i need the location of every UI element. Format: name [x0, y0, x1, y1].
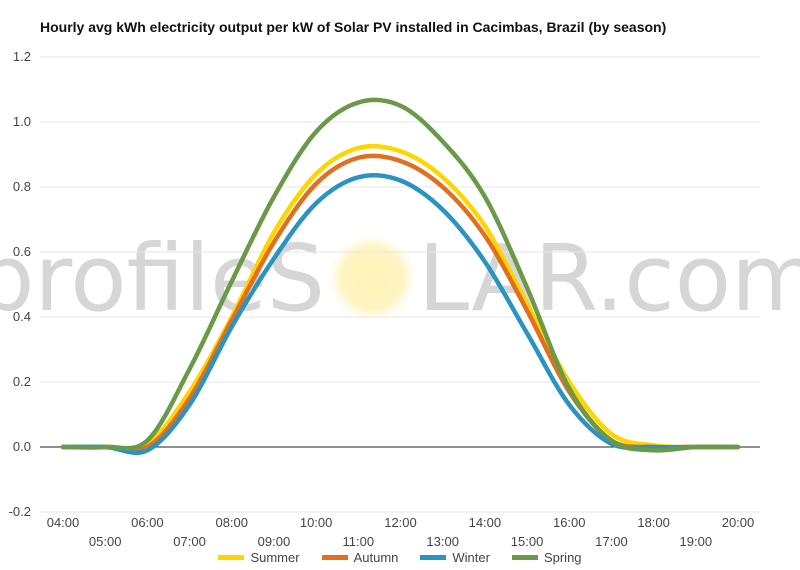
y-tick-label: 0.6: [13, 244, 31, 259]
y-tick-label: 1.0: [13, 114, 31, 129]
x-tick-label: 08:00: [215, 515, 248, 530]
legend-label: Autumn: [353, 550, 399, 565]
y-tick-label: 0.4: [13, 309, 31, 324]
series-line-spring: [60, 97, 741, 453]
x-tick-label: 11:00: [343, 534, 375, 549]
legend-item-autumn: Autumn: [321, 550, 399, 565]
x-tick-label: 09:00: [258, 534, 291, 549]
legend-item-summer: Summer: [218, 550, 300, 565]
y-tick-label: -0.2: [9, 504, 31, 519]
chart-title: Hourly avg kWh electricity output per kW…: [40, 19, 667, 35]
x-axis-tick-labels: 04:00 05:00 06:00 07:00 08:00 09:00 10:00 11:00…: [47, 515, 755, 549]
grid-lines: [40, 56, 760, 513]
watermark-sun-icon: [328, 234, 416, 322]
legend: Summer Autumn Winter Spring: [0, 550, 800, 565]
x-tick-label: 19:00: [680, 534, 713, 549]
x-tick-label: 12:00: [384, 515, 417, 530]
legend-swatch: [420, 555, 447, 560]
series-lines: [60, 97, 741, 456]
legend-label: Winter: [452, 550, 490, 565]
series-line-autumn: [60, 153, 741, 453]
x-tick-label: 10:00: [300, 515, 333, 530]
y-tick-label: 0.0: [13, 439, 31, 454]
x-tick-label: 07:00: [173, 534, 206, 549]
x-tick-label: 20:00: [722, 515, 755, 530]
x-tick-label: 13:00: [426, 534, 459, 549]
legend-item-spring: Spring: [511, 550, 582, 565]
y-axis-tick-labels: 1.2 1.0 0.8 0.6 0.4 0.2 0.0 -0.2: [9, 49, 31, 519]
x-tick-label: 05:00: [89, 534, 122, 549]
legend-label: Spring: [543, 550, 582, 565]
legend-swatch: [218, 555, 245, 560]
y-tick-label: 1.2: [13, 49, 31, 64]
x-tick-label: 04:00: [47, 515, 80, 530]
legend-item-winter: Winter: [420, 550, 490, 565]
legend-swatch: [321, 555, 348, 560]
series-line-winter: [60, 172, 741, 456]
series-line-summer: [60, 143, 741, 451]
x-tick-label: 06:00: [131, 515, 164, 530]
y-tick-label: 0.8: [13, 179, 31, 194]
legend-swatch: [511, 555, 538, 560]
legend-label: Summer: [250, 550, 300, 565]
x-tick-label: 15:00: [511, 534, 544, 549]
watermark-text-right: LAR.com: [418, 228, 800, 332]
x-tick-label: 17:00: [595, 534, 628, 549]
x-tick-label: 16:00: [553, 515, 586, 530]
y-tick-label: 0.2: [13, 374, 31, 389]
x-tick-label: 14:00: [469, 515, 502, 530]
x-tick-label: 18:00: [637, 515, 670, 530]
